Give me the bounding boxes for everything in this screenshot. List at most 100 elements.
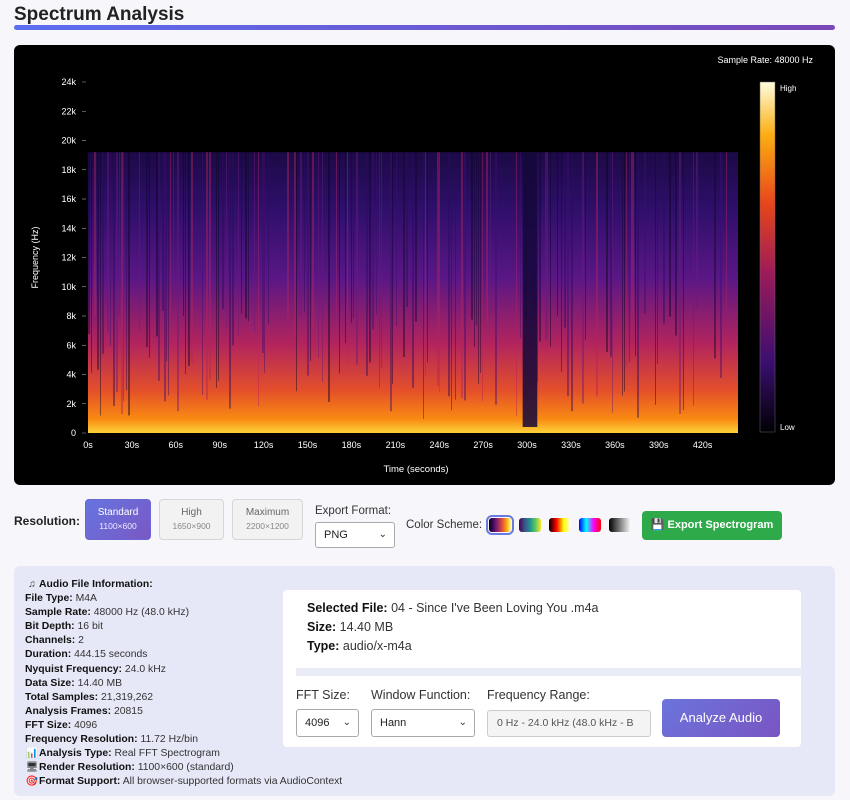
x-tick-label: 30s [125, 440, 140, 450]
spectrogram-texture [437, 152, 439, 386]
audio-info-value: 14.40 MB [77, 677, 123, 689]
audio-info-value: 11.72 Hz/bin [140, 734, 199, 746]
spectrogram-texture [451, 152, 452, 411]
audio-info-value: 16 bit [77, 621, 103, 633]
x-tick-label: 300s [517, 440, 537, 450]
audio-info-row: Sample Rate: 48000 Hz (48.0 kHz) [25, 606, 342, 620]
spectrogram-texture [376, 152, 377, 315]
spectrogram-texture [300, 152, 302, 317]
spectrogram-texture [657, 152, 658, 365]
audio-info-value: 21,319,262 [101, 691, 154, 703]
spectrogram-texture [146, 152, 148, 348]
y-tick-label: 20k [61, 136, 76, 146]
spectrogram-quiet-segment [522, 152, 538, 427]
spectrogram-texture [156, 152, 158, 337]
x-tick-label: 90s [212, 440, 227, 450]
spectrogram-texture [139, 152, 140, 331]
color-scheme-grayscale[interactable] [609, 518, 631, 532]
spectrogram-texture [537, 152, 538, 382]
spectrogram-texture [202, 152, 203, 396]
resolution-label: Resolution: [14, 514, 80, 528]
spectrogram-texture [461, 152, 463, 399]
spectrogram-texture [455, 152, 456, 400]
spectrogram-texture [624, 152, 625, 392]
spectrogram-texture [347, 152, 348, 366]
spectrogram-texture [486, 152, 488, 324]
spectrogram-texture [372, 152, 374, 330]
color-scheme-hot[interactable] [549, 518, 571, 532]
x-tick-label: 0s [83, 440, 93, 450]
spectrogram-texture [296, 152, 297, 392]
y-tick-label: 18k [61, 165, 76, 175]
format-support-label: Format Support: [39, 776, 121, 788]
spectrogram-texture [166, 152, 167, 362]
spectrogram-texture [322, 152, 323, 382]
spectrogram-texture [669, 152, 671, 317]
render-resolution-value: 1100×600 (standard) [137, 762, 234, 774]
window-function-select[interactable]: Hann ⌄ [371, 709, 475, 737]
spectrogram-texture [415, 152, 417, 322]
audio-info-label: File Type: [25, 593, 73, 605]
x-tick-label: 60s [169, 440, 184, 450]
analyze-audio-button[interactable]: Analyze Audio [662, 699, 780, 737]
fft-size-select[interactable]: 4096 ⌄ [296, 709, 359, 737]
spectrogram-texture [539, 152, 541, 342]
spectrogram-texture [206, 152, 208, 400]
resolution-high-button[interactable]: High 1650×900 [159, 499, 224, 540]
audio-info-heading: Audio File Information: [39, 579, 153, 590]
spectrogram-texture [123, 152, 124, 401]
selected-file-label: Selected File: [307, 601, 388, 615]
audio-info-row: Analysis Frames: 20815 [25, 705, 342, 719]
spectrogram-texture [633, 152, 634, 323]
resolution-maximum-button[interactable]: Maximum 2200×1200 [232, 499, 303, 540]
spectrogram-texture [88, 152, 90, 335]
spectrogram-texture [448, 152, 450, 397]
spectrogram-texture [520, 152, 521, 338]
frequency-range-field: 0 Hz - 24.0 kHz (48.0 kHz - B [487, 710, 651, 737]
spectrogram-texture [170, 152, 171, 317]
spectrogram-texture [564, 152, 566, 328]
color-scheme-viridis[interactable] [519, 518, 541, 532]
y-tick-label: 14k [61, 223, 76, 233]
render-resolution-label: Render Resolution: [39, 762, 135, 774]
spectrogram-texture [162, 152, 164, 311]
spectrogram-texture [248, 152, 249, 321]
y-tick-label: 0 [71, 428, 76, 438]
audio-info-label: Total Samples: [25, 691, 99, 703]
spectrogram-texture [606, 152, 608, 352]
spectrogram-texture [427, 152, 428, 363]
audio-info-row: Data Size: 14.40 MB [25, 677, 342, 691]
export-format-select[interactable]: PNG ⌄ [315, 522, 395, 548]
audio-info-value: 444.15 seconds [74, 649, 148, 661]
spectrogram-texture [353, 152, 354, 319]
resolution-standard-button[interactable]: Standard 1100×600 [85, 499, 151, 540]
x-tick-label: 420s [693, 440, 713, 450]
spectrogram-texture [119, 152, 120, 317]
spectrogram-texture [629, 152, 630, 363]
spectrogram-texture [345, 152, 346, 344]
export-spectrogram-button[interactable]: 💾 Export Spectrogram [642, 511, 782, 540]
spectrogram-texture [696, 152, 698, 309]
spectrogram-texture [471, 152, 473, 320]
color-scheme-rainbow[interactable] [579, 518, 601, 532]
audio-info-row: FFT Size: 4096 [25, 719, 342, 733]
color-scheme-inferno[interactable] [486, 515, 514, 535]
selected-file-row: Selected File: 04 - Since I've Been Lovi… [307, 601, 598, 615]
x-tick-label: 360s [605, 440, 625, 450]
x-tick-label: 270s [473, 440, 493, 450]
spectrogram-texture [116, 152, 118, 392]
spectrogram-texture [351, 152, 352, 323]
resolution-high-name: High [181, 507, 202, 518]
spectrogram-texture [149, 152, 150, 358]
audio-info-row: Channels: 2 [25, 634, 342, 648]
spectrogram-texture [177, 152, 179, 412]
audio-info-row: Bit Depth: 16 bit [25, 620, 342, 634]
y-tick-label: 24k [61, 77, 76, 87]
audio-info-value: 48000 Hz (48.0 kHz) [93, 607, 190, 619]
x-tick-label: 120s [254, 440, 274, 450]
spectrogram-texture [612, 152, 613, 413]
frequency-range-label: Frequency Range: [487, 688, 590, 702]
spectrogram-texture [336, 152, 337, 314]
spectrogram-texture [100, 152, 101, 416]
